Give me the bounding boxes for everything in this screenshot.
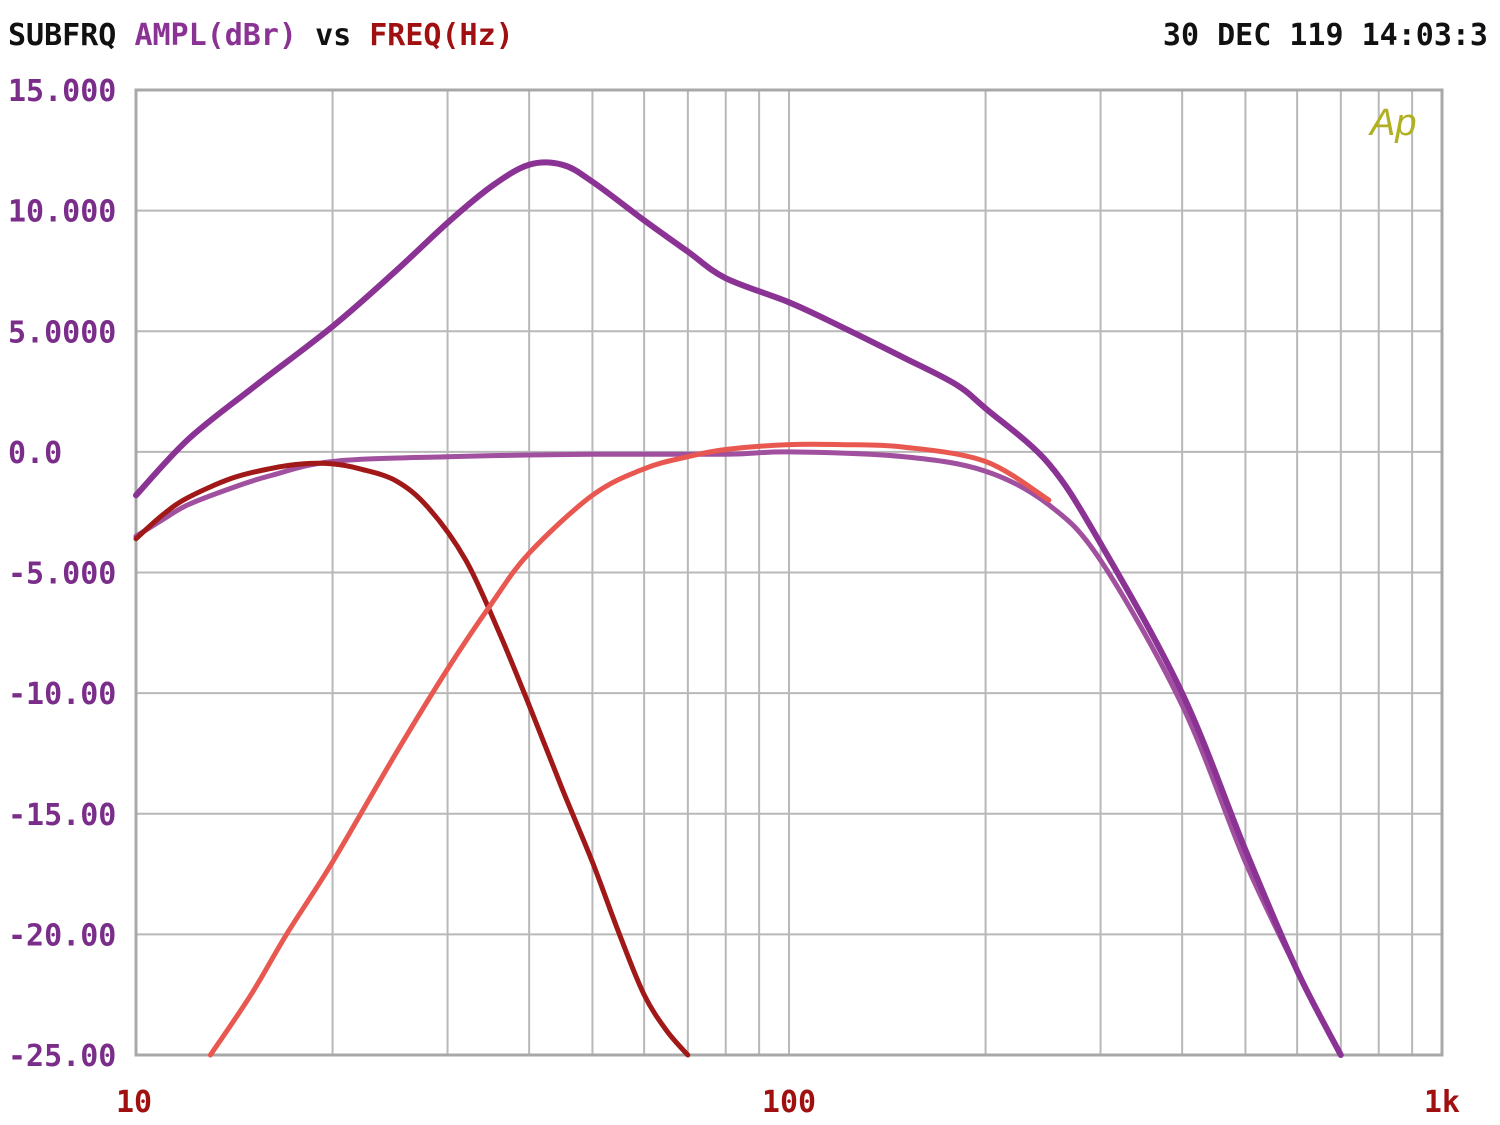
y-tick-label: 10.000 xyxy=(8,195,116,230)
x-tick-label: 100 xyxy=(762,1085,816,1120)
series-line-3 xyxy=(207,441,1052,1058)
y-tick-label: 0.0 xyxy=(8,436,62,471)
y-tick-label: 15.000 xyxy=(8,74,116,109)
y-quantity-label: AMPL(dBr) xyxy=(134,18,297,53)
timestamp: 30 DEC 119 14:03:3 xyxy=(1162,18,1488,53)
measurement-name: SUBFRQ xyxy=(8,18,117,53)
chart-header-left: SUBFRQ AMPL(dBr) vs FREQ(Hz) xyxy=(8,18,514,53)
series-line-1 xyxy=(133,449,1344,1058)
y-tick-label: 5.0000 xyxy=(8,315,116,350)
x-tick-label: 10 xyxy=(116,1085,152,1120)
y-tick-label: -10.00 xyxy=(8,677,116,712)
series-line-2 xyxy=(133,460,691,1058)
plot-frame xyxy=(134,88,1444,1057)
vs-label: vs xyxy=(315,18,352,53)
series-group xyxy=(133,159,1344,1058)
series-line-4 xyxy=(133,159,1344,1058)
x-tick-label: 1k xyxy=(1424,1085,1460,1120)
grid xyxy=(136,89,1442,1056)
y-axis-ticks: 15.000 10.000 5.0000 0.0 -5.000 -10.00 -15.00 -… xyxy=(8,74,116,1074)
y-tick-label: -25.00 xyxy=(8,1039,116,1074)
y-tick-label: -15.00 xyxy=(8,798,116,833)
ap-logo: Ap xyxy=(1368,102,1416,144)
x-axis-ticks: 10 100 1k xyxy=(116,1085,1460,1120)
y-tick-label: -5.000 xyxy=(8,557,116,592)
x-quantity-label: FREQ(Hz) xyxy=(369,18,514,53)
y-tick-label: -20.00 xyxy=(8,918,116,953)
